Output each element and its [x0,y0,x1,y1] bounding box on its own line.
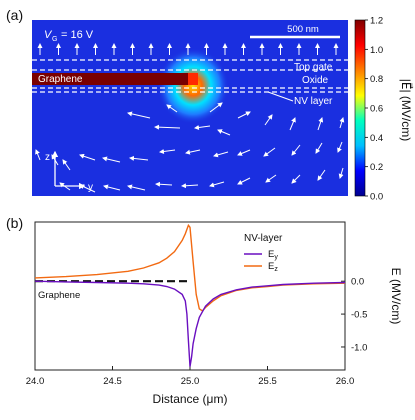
x-tick-label: 24.5 [103,376,122,387]
field-arrow [265,174,277,183]
legend-label-ey: Ey [268,249,278,261]
y-axis-label: y [88,182,93,193]
series-line-ez [34,223,346,312]
colorbar-ticks: 0.0 0.2 0.4 0.6 0.8 1.0 1.2 [365,16,383,203]
field-arrow [129,155,149,161]
field-arrow [289,117,296,131]
legend-sub-ey: y [274,254,278,261]
graphene-label-a: Graphene [38,74,83,85]
field-arrow [209,181,225,188]
field-arrow [339,117,345,129]
field-arrow [127,184,146,191]
series-line-ey [34,280,346,367]
field-hotspot [157,48,229,124]
gate-voltage-symbol: V [44,29,53,41]
colorbar-tick-label: 0.6 [370,104,383,115]
field-arrow [194,124,211,130]
field-arrow [264,114,273,126]
field-arrow [166,104,178,113]
field-arrow [102,156,121,163]
field-map: V G = 16 V 500 nm Top gate Oxide Graphen… [32,20,348,196]
field-arrow [291,144,301,156]
field-arrow [127,111,151,119]
colorbar-tick-label: 0.2 [370,162,383,173]
y-tick-label: -0.5 [351,310,367,321]
field-arrow [263,147,276,157]
y-tick-label: 0.0 [351,277,364,288]
nv-layer-pointer [267,91,294,102]
x-tick-label: 25.5 [258,376,277,387]
chart-ticks: 24.0 24.5 25.0 25.5 26.0 0.0 -0.5 -1.0 [26,277,368,387]
graphene-edge [188,73,198,85]
x-axis-label: Distance (μm) [153,392,228,406]
legend-label-ez: Ez [268,261,278,273]
scalebar-label: 500 nm [287,24,319,35]
field-arrow [79,153,96,161]
field-arrow [338,167,344,179]
colorbar-tick-label: 1.2 [370,16,383,27]
field-arrow [209,102,223,113]
axes-indicator: z y [45,150,93,193]
colorbar: 0.0 0.2 0.4 0.6 0.8 1.0 1.2 |E⃗| (MV/cm) [354,16,414,203]
field-arrow [159,148,176,154]
panel-b-label: (b) [6,215,23,231]
field-arrow [35,149,41,161]
line-chart: 24.0 24.5 25.0 25.5 26.0 0.0 -0.5 -1.0 Graphene… [26,221,403,406]
gate-voltage-value: = 16 V [61,29,94,41]
x-tick-label: 24.0 [26,376,45,387]
y-tick-label: -1.0 [351,342,367,353]
field-arrow [62,159,71,171]
field-arrow [154,124,181,130]
field-arrow [103,184,121,191]
field-arrow [315,142,323,154]
graphene-strip [32,73,195,85]
field-arrow [155,181,173,187]
field-arrow [317,117,324,131]
field-arrow [317,169,326,181]
field-arrow [213,151,229,158]
colorbar-tick-label: 1.0 [370,45,383,56]
field-arrow [185,149,201,155]
field-arrow [237,111,251,119]
field-arrow [291,174,301,184]
plot-frame [34,221,346,371]
legend: NV-layer Ey Ez [244,233,283,273]
field-arrow [237,149,251,156]
z-axis-label: z [45,152,50,163]
colorbar-tick-label: 0.8 [370,74,383,85]
nv-layer-label: NV layer [294,96,333,107]
gate-voltage-subscript: G [52,36,57,43]
field-arrow [181,183,199,189]
field-arrows [35,43,345,193]
y-axis-label: E (MV/cm) [389,268,403,325]
field-arrow [237,177,251,185]
x-tick-label: 26.0 [336,376,355,387]
colorbar-label: |E⃗| (MV/cm) [399,79,414,141]
colorbar-tick-label: 0.0 [370,192,383,203]
panel-a-label: (a) [6,7,23,23]
field-arrow [337,141,343,153]
graphene-label-b: Graphene [38,290,80,301]
colorbar-bar [354,19,366,197]
top-gate-label: Top gate [294,62,333,73]
field-arrow [217,129,231,136]
legend-sub-ez: z [274,266,278,273]
colorbar-tick-label: 0.4 [370,133,383,144]
x-tick-label: 25.0 [181,376,200,387]
legend-title: NV-layer [244,233,283,244]
oxide-label: Oxide [302,75,329,86]
